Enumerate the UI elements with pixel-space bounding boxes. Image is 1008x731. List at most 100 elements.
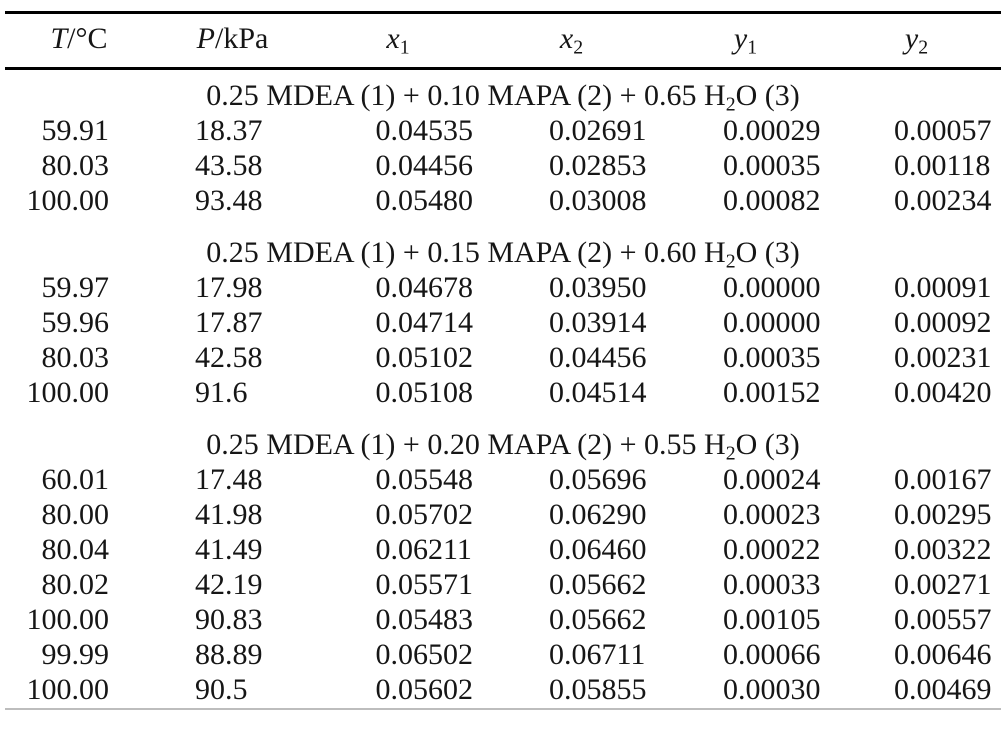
table-cell: 0. 06502 [375, 638, 474, 671]
table-row: 99. 99 88. 89 0. 06502 0. 06711 0. 00066 0. 00646 [5, 637, 1001, 672]
table-cell: 17. 87 [195, 306, 263, 339]
table-cell: 0. 06711 [549, 638, 646, 671]
subscript: 2 [725, 442, 736, 465]
table-header-row: T/°C P/kPa x1 x2 y1 y2 [5, 14, 1001, 67]
table-cell: 0. 00035 [723, 149, 821, 182]
table-cell: 0. 00030 [723, 673, 821, 706]
table-cell: 0. 02853 [549, 149, 647, 182]
table-cell: 0. 00557 [894, 603, 992, 636]
column-header-y2: y2 [904, 21, 929, 59]
table-cell: 42. 19 [195, 568, 263, 601]
table-cell: 0. 03950 [549, 271, 647, 304]
table-cell: 18. 37 [195, 114, 263, 147]
table-cell: 0. 05102 [375, 341, 474, 374]
table-cell: 0. 05483 [375, 603, 474, 636]
column-header-temperature: T/°C [50, 21, 108, 55]
table-cell: 0. 00420 [894, 376, 992, 409]
table-cell: 0. 00022 [723, 533, 821, 566]
table-cell: 0. 05702 [375, 498, 474, 531]
table-cell: 17. 98 [195, 271, 263, 304]
table-row: 59. 97 17. 98 0. 04678 0. 03950 0. 00000 0. 00091 [5, 270, 1001, 305]
table-header-rule [5, 67, 1001, 70]
table-body: 0.25 MDEA (1) + 0.10 MAPA (2) + 0.65 H2O… [5, 78, 1001, 707]
table-row: 100. 00 90. 5 0. 05602 0. 05855 0. 00030 0. 00469 [5, 672, 1001, 707]
table-cell: 0. 00000 [723, 271, 821, 304]
table-cell: 0. 00057 [894, 114, 992, 147]
table-cell: 0. 04678 [375, 271, 474, 304]
table-cell: 100. 00 [26, 376, 110, 409]
table-cell: 100. 00 [26, 673, 110, 706]
table-cell: 80. 03 [41, 341, 110, 374]
subscript: 2 [725, 93, 736, 116]
table-cell: 0. 00024 [723, 463, 821, 496]
table-row: 80. 02 42. 19 0. 05571 0. 05662 0. 00033 0. 00271 [5, 567, 1001, 602]
table-cell: 0. 03008 [549, 184, 647, 217]
table-cell: 0. 00234 [894, 184, 992, 217]
table-cell: 0. 00029 [723, 114, 821, 147]
table-cell: 0. 06211 [375, 533, 472, 566]
table-cell: 0. 05108 [375, 376, 474, 409]
table-cell: 0. 00066 [723, 638, 821, 671]
table-cell: 0. 05571 [375, 568, 474, 601]
table-cell: 0. 05662 [549, 603, 647, 636]
table-cell: 0. 06290 [549, 498, 647, 531]
table-row: 100. 00 90. 83 0. 05483 0. 05662 0. 00105 0. 00557 [5, 602, 1001, 637]
table-cell: 100. 00 [26, 603, 110, 636]
table-row: 80. 04 41. 49 0. 06211 0. 06460 0. 00022 0. 00322 [5, 532, 1001, 567]
table-cell: 0. 00118 [894, 149, 991, 182]
table-row: 100. 00 91. 6 0. 05108 0. 04514 0. 00152 0. 00420 [5, 375, 1001, 410]
table-cell: 100. 00 [26, 184, 110, 217]
table-cell: 59. 91 [41, 114, 110, 147]
table-cell: 0. 06460 [549, 533, 647, 566]
table-cell: 0. 00231 [894, 341, 992, 374]
table-cell: 0. 05548 [375, 463, 474, 496]
table-cell: 41. 98 [195, 498, 263, 531]
table-cell: 42. 58 [195, 341, 263, 374]
subscript: 2 [725, 250, 736, 273]
column-header-y1: y1 [733, 21, 758, 59]
section-header: 0.25 MDEA (1) + 0.10 MAPA (2) + 0.65 H2O… [206, 79, 800, 116]
table-cell: 0. 00092 [894, 306, 992, 339]
column-header-x2: x2 [559, 21, 584, 59]
table-cell: 80. 00 [41, 498, 110, 531]
table-cell: 0. 03914 [549, 306, 647, 339]
table-cell: 0. 05602 [375, 673, 474, 706]
table-cell: 0. 05662 [549, 568, 647, 601]
section-header: 0.25 MDEA (1) + 0.20 MAPA (2) + 0.55 H2O… [206, 428, 800, 465]
table-cell: 0. 00322 [894, 533, 992, 566]
table-cell: 0. 00091 [894, 271, 992, 304]
section-header: 0.25 MDEA (1) + 0.15 MAPA (2) + 0.60 H2O… [206, 236, 800, 273]
table-cell: 0. 04514 [549, 376, 647, 409]
table-cell: 43. 58 [195, 149, 263, 182]
table-cell: 0. 05855 [549, 673, 647, 706]
y2-symbol: y [904, 21, 919, 55]
table-cell: 0. 00033 [723, 568, 821, 601]
table-row: 80. 03 43. 58 0. 04456 0. 02853 0. 00035 0. 00118 [5, 148, 1001, 183]
table-cell: 0. 04456 [375, 149, 474, 182]
table-cell: 0. 00469 [894, 673, 992, 706]
table-cell: 0. 00295 [894, 498, 992, 531]
vle-data-table: T/°C P/kPa x1 x2 y1 y2 0.25 MDEA (1) + 0… [5, 11, 1001, 710]
table-cell: 80. 04 [41, 533, 110, 566]
column-header-pressure: P/kPa [196, 21, 269, 55]
table-cell: 90. 83 [195, 603, 263, 636]
table-cell: 0. 05696 [549, 463, 647, 496]
table-cell: 90. 5 [195, 673, 248, 706]
table-top-rule [5, 11, 1001, 14]
temperature-symbol: T [50, 21, 68, 55]
table-cell: 0. 04456 [549, 341, 647, 374]
table-cell: 60. 01 [41, 463, 110, 496]
table-cell: 0. 04714 [375, 306, 474, 339]
table-cell: 0. 02691 [549, 114, 647, 147]
table-cell: 0. 05480 [375, 184, 474, 217]
table-cell: 0. 00646 [894, 638, 992, 671]
table-cell: 80. 03 [41, 149, 110, 182]
table-cell: 99. 99 [41, 638, 110, 671]
table-cell: 0. 00000 [723, 306, 821, 339]
table-cell: 0. 00035 [723, 341, 821, 374]
pressure-symbol: P [196, 21, 215, 55]
table-row: 59. 91 18. 37 0. 04535 0. 02691 0. 00029 0. 00057 [5, 113, 1001, 148]
table-cell: 0. 00167 [894, 463, 992, 496]
table-cell: 93. 48 [195, 184, 263, 217]
